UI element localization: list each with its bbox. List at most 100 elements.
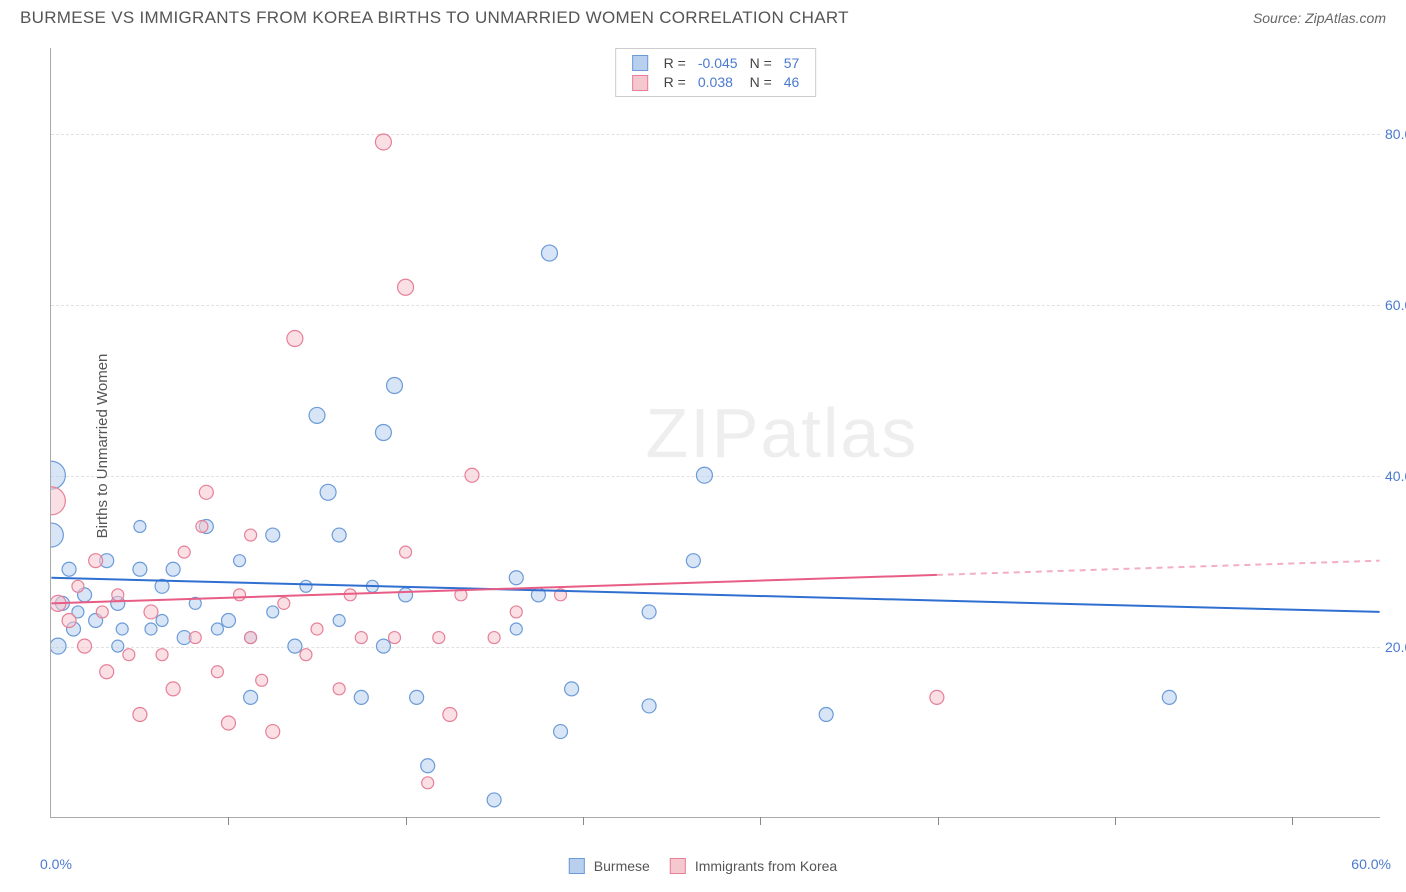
data-point	[72, 580, 84, 592]
data-point	[696, 467, 712, 483]
data-point	[112, 589, 124, 601]
data-point	[196, 520, 208, 532]
legend-item-1: Burmese	[569, 858, 650, 874]
data-point	[112, 640, 124, 652]
data-point	[565, 682, 579, 696]
legend-label-2: Immigrants from Korea	[695, 858, 837, 874]
data-point	[1162, 690, 1176, 704]
correlation-legend: R = -0.045 N = 57 R = 0.038 N = 46	[615, 48, 817, 97]
data-point	[309, 407, 325, 423]
legend-n-value-2: 46	[778, 72, 806, 91]
data-point	[123, 649, 135, 661]
data-point	[333, 683, 345, 695]
data-point	[375, 425, 391, 441]
data-point	[465, 468, 479, 482]
y-tick-label: 40.0%	[1385, 468, 1406, 484]
data-point	[300, 580, 312, 592]
data-point	[133, 562, 147, 576]
data-point	[686, 554, 700, 568]
data-point	[62, 613, 76, 627]
data-point	[300, 649, 312, 661]
y-tick-label: 60.0%	[1385, 297, 1406, 313]
data-point	[332, 528, 346, 542]
data-point	[278, 597, 290, 609]
data-point	[287, 331, 303, 347]
legend-n-label: N =	[744, 53, 778, 72]
legend-r-label: R =	[658, 53, 692, 72]
source-attribution: Source: ZipAtlas.com	[1253, 10, 1386, 26]
data-point	[410, 690, 424, 704]
legend-r-value-2: 0.038	[692, 72, 744, 91]
y-tick-label: 20.0%	[1385, 639, 1406, 655]
data-point	[221, 716, 235, 730]
data-point	[96, 606, 108, 618]
data-point	[156, 649, 168, 661]
data-point	[541, 245, 557, 261]
trend-line	[51, 575, 937, 603]
trend-line-extrapolated	[937, 561, 1380, 575]
legend-label-1: Burmese	[594, 858, 650, 874]
data-point	[166, 562, 180, 576]
data-point	[399, 588, 413, 602]
data-point	[211, 623, 223, 635]
data-point	[389, 632, 401, 644]
data-point	[375, 134, 391, 150]
data-point	[221, 613, 235, 627]
legend-r-label: R =	[658, 72, 692, 91]
legend-n-value-1: 57	[778, 53, 806, 72]
swatch-series2	[632, 75, 648, 91]
data-point	[267, 606, 279, 618]
data-point	[266, 725, 280, 739]
data-point	[51, 638, 66, 654]
data-point	[400, 546, 412, 558]
legend-row-series1: R = -0.045 N = 57	[626, 53, 806, 72]
data-point	[398, 279, 414, 295]
data-point	[89, 554, 103, 568]
data-point	[510, 606, 522, 618]
data-point	[288, 639, 302, 653]
data-point	[487, 793, 501, 807]
swatch-series1	[569, 858, 585, 874]
data-point	[642, 699, 656, 713]
data-point	[266, 528, 280, 542]
data-point	[245, 529, 257, 541]
data-point	[488, 632, 500, 644]
data-point	[354, 690, 368, 704]
data-point	[199, 485, 213, 499]
chart-plot-area: ZIPatlas R = -0.045 N = 57 R = 0.038 N =…	[50, 48, 1380, 818]
chart-header: BURMESE VS IMMIGRANTS FROM KOREA BIRTHS …	[0, 0, 1406, 32]
data-point	[387, 378, 403, 394]
data-point	[256, 674, 268, 686]
chart-title: BURMESE VS IMMIGRANTS FROM KOREA BIRTHS …	[20, 8, 849, 28]
data-point	[166, 682, 180, 696]
data-point	[433, 632, 445, 644]
data-point	[133, 707, 147, 721]
data-point	[156, 614, 168, 626]
swatch-series2	[670, 858, 686, 874]
data-point	[421, 759, 435, 773]
data-point	[509, 571, 523, 585]
data-point	[320, 484, 336, 500]
data-point	[333, 614, 345, 626]
x-axis-end-label: 60.0%	[1351, 856, 1391, 872]
data-point	[642, 605, 656, 619]
data-point	[116, 623, 128, 635]
data-point	[211, 666, 223, 678]
data-point	[134, 520, 146, 532]
legend-r-value-1: -0.045	[692, 53, 744, 72]
data-point	[819, 707, 833, 721]
data-point	[189, 632, 201, 644]
data-point	[51, 487, 65, 515]
data-point	[422, 777, 434, 789]
data-point	[510, 623, 522, 635]
y-tick-label: 80.0%	[1385, 126, 1406, 142]
data-point	[376, 639, 390, 653]
data-point	[78, 639, 92, 653]
data-point	[244, 690, 258, 704]
data-point	[355, 632, 367, 644]
data-point	[144, 605, 158, 619]
data-point	[245, 632, 257, 644]
data-point	[443, 707, 457, 721]
data-point	[51, 461, 65, 489]
legend-row-series2: R = 0.038 N = 46	[626, 72, 806, 91]
